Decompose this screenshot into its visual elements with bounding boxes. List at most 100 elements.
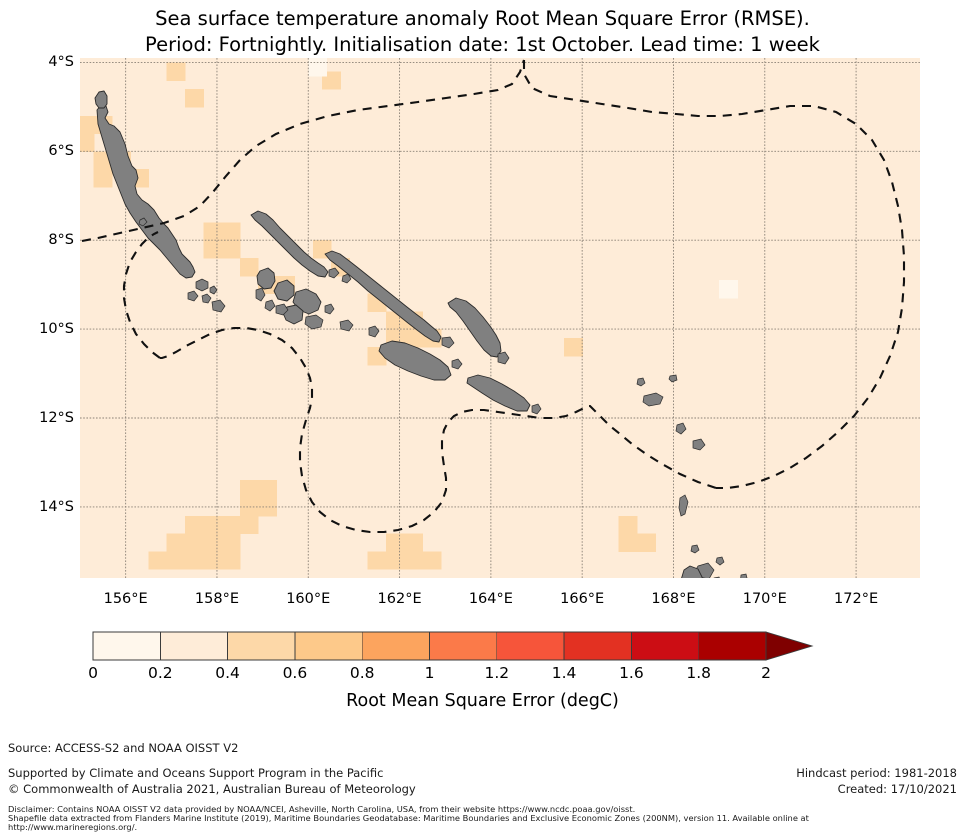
land-near-choiseul (341, 273, 352, 284)
rmse-cell (239, 258, 259, 277)
land-santa-isabel (324, 250, 442, 343)
chart-title-line-2: Period: Fortnightly. Initialisation date… (145, 33, 820, 56)
y-axis-tick-label: 8°S (48, 232, 74, 249)
rmse-cell (166, 533, 186, 552)
colorbar-segment (630, 631, 700, 661)
rmse-cell (80, 133, 95, 152)
land-ureparapara (690, 544, 700, 554)
rmse-cell (404, 533, 423, 552)
map-plot-area (80, 58, 920, 578)
land-ranongga (255, 287, 266, 302)
rmse-cell (239, 498, 259, 517)
eez-boundary-layer (81, 59, 906, 534)
rmse-cell-layer (80, 58, 920, 578)
land-mota (713, 576, 720, 578)
rmse-cell (422, 551, 442, 570)
land-maramasike (497, 351, 510, 365)
rmse-cell (367, 551, 387, 570)
land-fauro (211, 299, 226, 313)
footer-source: Source: ACCESS-S2 and NOAA OISST V2 (8, 741, 239, 755)
rmse-cell (221, 222, 241, 241)
rmse-cell (203, 222, 223, 241)
x-axis-tick-label: 166°E (560, 591, 605, 607)
land-small-isle-2 (201, 293, 212, 304)
rmse-cell (80, 115, 95, 135)
colorbar-tick-label: 0 (88, 664, 98, 682)
rmse-base-field (80, 58, 920, 578)
land-tiny-1 (138, 217, 148, 227)
rmse-cell (93, 169, 113, 188)
rmse-cell (185, 551, 204, 570)
footer-copyright: © Commonwealth of Australia 2021, Austra… (8, 782, 416, 796)
colorbar-segment (429, 631, 498, 661)
colorbar-tick-label: 2 (761, 664, 771, 682)
rmse-cell (148, 551, 168, 570)
x-axis-tick-label: 172°E (834, 591, 879, 607)
rmse-cell (221, 551, 241, 570)
rmse-cell (636, 533, 656, 552)
land-tetepare (304, 314, 324, 330)
land-simbo (264, 299, 276, 312)
land-ngg-isle (324, 303, 335, 315)
y-axis-tick-label: 6°S (48, 143, 74, 160)
footer-created-date: Created: 17/10/2021 (837, 782, 957, 796)
rmse-cell (166, 551, 186, 570)
colorbar-segment (159, 631, 229, 661)
rmse-cell (221, 240, 241, 259)
land-ulawa (451, 358, 463, 370)
chart-title-line-1: Sea surface temperature anomaly Root Mea… (155, 7, 810, 30)
footer-disclaimer-line-2: Shapefile data extracted from Flanders M… (8, 813, 809, 823)
colorbar-segment (563, 631, 632, 661)
land-isabel-tip (441, 336, 455, 349)
x-axis-tick-label: 168°E (651, 591, 696, 607)
rmse-cell (618, 533, 638, 552)
land-gizo (275, 303, 289, 316)
y-axis: 4°S 6°S 8°S 10°S 12°S 14°S (0, 0, 74, 839)
land-layer (94, 90, 748, 578)
colorbar-tick-label: 1.8 (686, 664, 712, 682)
rmse-cell (258, 480, 277, 499)
land-small-isle-1 (187, 290, 199, 302)
rmse-cell (221, 515, 241, 535)
land-espiritu-santo (681, 565, 703, 578)
rmse-cell (221, 533, 241, 552)
colorbar-segment (294, 631, 363, 661)
rmse-cell (308, 58, 328, 77)
land-choiseul (250, 210, 329, 278)
land-savo (368, 325, 380, 338)
map-svg (80, 58, 920, 578)
land-vanikoro (692, 438, 706, 451)
graticule-layer (80, 58, 920, 578)
land-new-georgia (256, 267, 276, 290)
land-banks-small (715, 556, 725, 566)
land-torres (678, 494, 689, 517)
colorbar-tick-label: 1.2 (484, 664, 510, 682)
land-small-isle-3 (209, 285, 218, 295)
x-axis-tick-label: 170°E (742, 591, 787, 607)
rmse-cell (185, 515, 204, 535)
land-makira (466, 374, 531, 412)
footer-support: Supported by Climate and Oceans Support … (8, 766, 384, 780)
land-russell (339, 319, 354, 332)
rmse-cell (239, 480, 259, 499)
eez-boundary-solomon-png (81, 59, 525, 243)
land-nendo (642, 392, 664, 407)
colorbar-tick-label: 1 (424, 664, 435, 682)
footer-disclaimer-line-1: Disclaimer: Contains NOAA OISST V2 data … (8, 804, 636, 814)
rmse-cell (166, 62, 186, 81)
colorbar-tick-label: 1.4 (551, 664, 577, 682)
land-buka (94, 90, 108, 109)
land-guadalcanal (378, 340, 452, 381)
eez-boundary-north (522, 60, 906, 490)
rmse-cell (185, 533, 204, 552)
eez-boundary-west (122, 231, 161, 359)
x-axis-tick-label: 160°E (286, 591, 331, 607)
land-choiseul-tip (328, 267, 340, 279)
y-axis-tick-label: 12°S (39, 410, 74, 426)
colorbar-segment (227, 631, 296, 661)
y-axis-tick-label: 4°S (48, 54, 74, 71)
x-axis-tick-label: 164°E (468, 591, 513, 607)
